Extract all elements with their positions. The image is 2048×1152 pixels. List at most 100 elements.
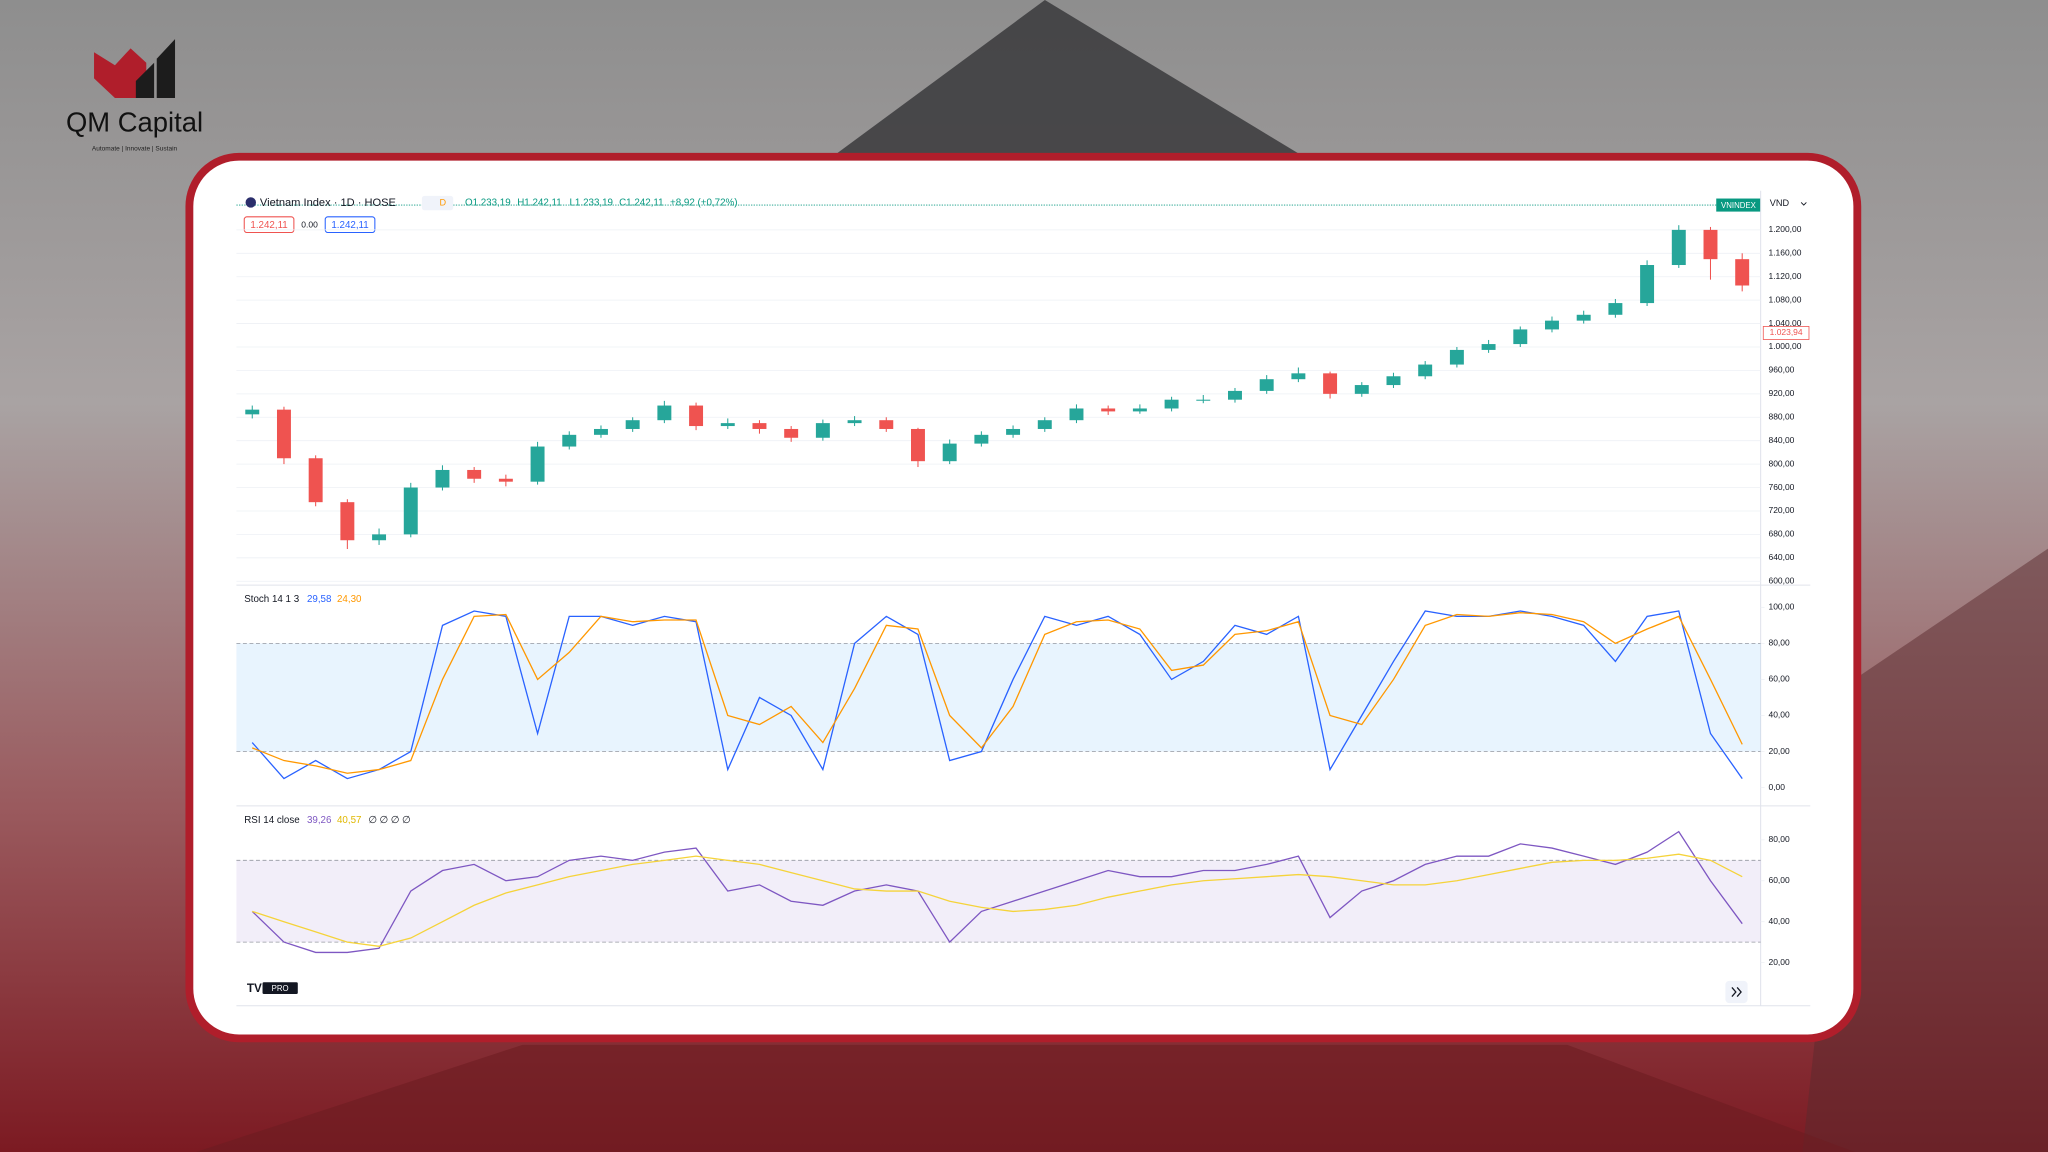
y-tick-label: 100,00 [1768,602,1794,612]
candle-body [1354,385,1369,394]
candle-body [1069,408,1084,421]
price-marker-box [1762,326,1810,340]
candle-body [1164,399,1179,409]
candle-body [1259,379,1274,391]
y-tick-label: 1.200,00 [1768,224,1801,234]
dropdown-icon[interactable] [1800,202,1807,206]
y-tick-label: 60,00 [1768,674,1789,684]
tv-logo: TV [247,982,262,995]
y-tick-label: 600,00 [1768,575,1794,585]
y-tick-label: 1.120,00 [1768,271,1801,281]
candle-body [435,469,450,488]
y-tick-label: 760,00 [1768,482,1794,492]
y-tick-label: 40,00 [1768,710,1789,720]
logo-tagline: Automate | Innovate | Sustain [92,146,178,153]
logo-mark [156,39,176,98]
candle-body [1671,229,1686,266]
y-tick-label: 720,00 [1768,505,1794,515]
band [236,643,1761,752]
interval-badge-box [421,195,454,211]
logo-mark [94,48,147,98]
pane-title: Stoch 14 1 3 [244,594,299,605]
candle-body [1608,303,1623,315]
logo-mark [135,62,155,98]
candle-body [498,478,513,482]
building-base [195,1044,1855,1152]
symbol-box [1716,198,1761,212]
candle-body [1228,390,1242,400]
candle-body [593,428,608,435]
candle-body [530,446,545,482]
candle-body [1449,349,1464,365]
candle-body [879,420,894,429]
chart-panel: Vietnam Index · 1D · HOSE D O1.233,19 H1… [236,195,1807,1004]
y-tick-label: 80,00 [1768,638,1789,648]
y-tick-label: 20,00 [1768,957,1789,967]
y-tick-label: 800,00 [1768,458,1794,468]
y-tick-label: 960,00 [1768,365,1794,375]
y-tick-label: 80,00 [1768,834,1789,844]
legend-value: 39,26 [307,815,332,826]
candle-body [403,487,418,535]
y-tick-label: 0,00 [1768,782,1785,792]
candle-body [245,409,260,415]
y-tick-label: 1.040,00 [1768,318,1801,328]
currency-select[interactable]: VND [1770,198,1790,208]
y-tick-label: 40,00 [1768,916,1789,926]
series-line [251,612,1743,774]
candle-body [276,409,291,459]
series-line [252,853,1743,947]
logo-name: QM Capital [66,106,203,137]
building [835,0,1300,155]
building-side [1802,548,2048,1152]
ohlc-label: O1.233,19 [465,198,511,209]
y-tick-label: 20,00 [1768,746,1789,756]
legend-value: 24,30 [337,594,362,605]
badge-box[interactable] [243,216,295,234]
y-tick-label: 1.000,00 [1768,341,1801,351]
candle-body [1132,408,1147,412]
pro-box [262,982,298,994]
scroll-icon[interactable] [1731,987,1742,997]
bid-badge[interactable]: 1.242,11 [250,220,287,231]
candle-body [752,423,767,429]
candle-body [1513,329,1528,345]
legend-value: 29,58 [307,594,332,605]
band [236,860,1761,943]
y-tick-label: 880,00 [1768,411,1794,421]
ask-badge[interactable]: 1.242,11 [331,220,368,231]
y-tick-label: 840,00 [1768,435,1794,445]
candle-body [1006,428,1021,435]
candle-body [308,458,323,503]
candle-body [1418,364,1433,377]
interval-badge: D [439,198,446,208]
pane-title: RSI 14 close [244,815,299,826]
y-tick-label: 920,00 [1768,388,1794,398]
candle-body [1037,420,1052,429]
badge-box[interactable] [324,216,376,234]
candle-body [1386,376,1401,386]
candle-body [467,469,482,479]
chart-title: Vietnam Index · 1D · HOSE [260,197,396,209]
candle-body [720,423,735,427]
y-tick-label: 1.080,00 [1768,294,1801,304]
ohlc-label: C1.242,11 [619,198,663,209]
candle-body [689,405,704,427]
series-line [251,830,1743,954]
symbol-label: VNINDEX [1721,201,1757,210]
ohlc-label: H1.242,11 [517,198,561,209]
candle-body [657,405,672,421]
pro-badge: PRO [272,984,289,993]
logo: QM Capital Automate | Innovate | Sustain [66,39,203,153]
legend-value: 40,57 [337,815,361,826]
ohlc-label: +8,92 (+0,72%) [670,198,737,209]
candle-body [1101,408,1116,412]
candle-body [974,434,989,444]
y-tick-label: 680,00 [1768,529,1794,539]
candle-body [562,434,577,447]
candle-body [1545,320,1559,330]
candle-body [1640,265,1655,304]
y-tick-label: 640,00 [1768,552,1794,562]
card [185,152,1862,1043]
